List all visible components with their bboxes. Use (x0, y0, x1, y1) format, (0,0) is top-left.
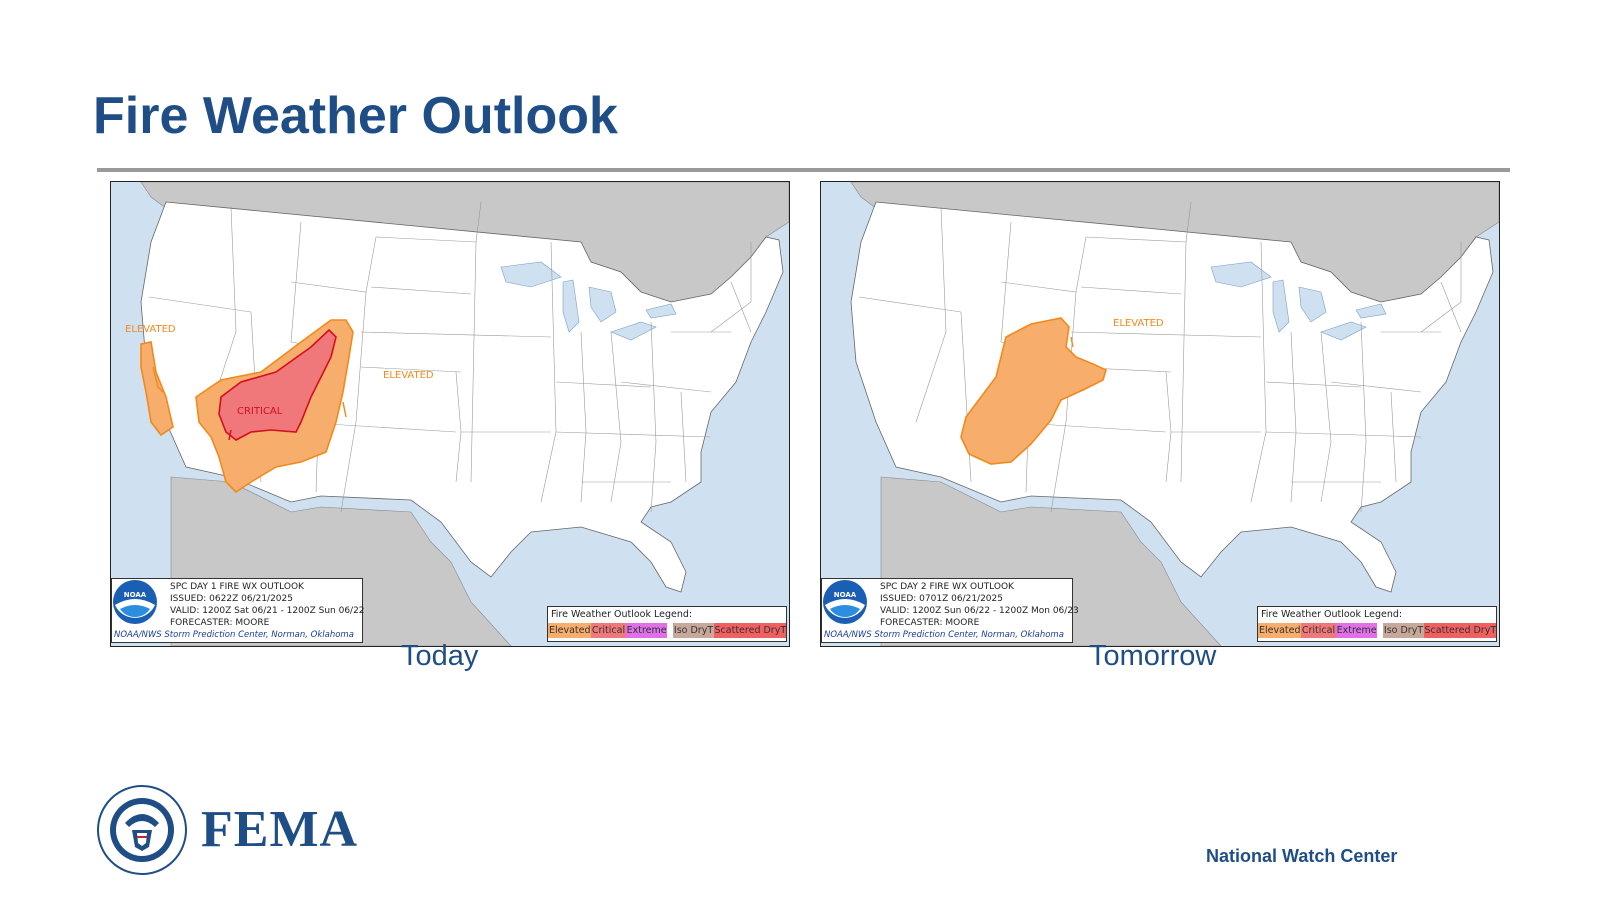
tomorrow-valid-time: VALID: 1200Z Sun 06/22 - 1200Z Mon 06/23 (880, 606, 1079, 616)
today-valid-time: VALID: 1200Z Sat 06/21 - 1200Z Sun 06/22 (170, 606, 365, 616)
footer-national-watch-center: National Watch Center (1206, 846, 1398, 866)
tomorrow-legend-title: Fire Weather Outlook Legend: (1261, 609, 1403, 620)
tomorrow-label-elevated: ELEVATED (1113, 318, 1164, 329)
today-fire-outlook-map: ELEVATED ELEVATED CRITICAL NOAA SPC DAY … (110, 181, 790, 647)
today-issued-time: ISSUED: 0622Z 06/21/2025 (170, 594, 293, 604)
svg-text:NOAA: NOAA (124, 591, 147, 599)
tomorrow-forecaster: FORECASTER: MOORE (880, 618, 980, 628)
today-forecaster: FORECASTER: MOORE (170, 618, 270, 628)
today-label-elevated-west: ELEVATED (125, 324, 176, 335)
today-legend: Fire Weather Outlook Legend: Elevated Cr… (547, 606, 787, 642)
tomorrow-issuance-box: NOAA SPC DAY 2 FIRE WX OUTLOOK ISSUED: 0… (821, 578, 1079, 643)
today-issuance-box: NOAA SPC DAY 1 FIRE WX OUTLOOK ISSUED: 0… (111, 578, 365, 643)
tomorrow-product-name: SPC DAY 2 FIRE WX OUTLOOK (880, 582, 1014, 592)
legend-scattered-dryt: Scattered DryT (713, 623, 787, 638)
tomorrow-credit: NOAA/NWS Storm Prediction Center, Norman… (824, 630, 1064, 640)
legend-spacer (666, 623, 673, 638)
today-label-critical: CRITICAL (237, 406, 283, 417)
slide-title: Fire Weather Outlook (93, 87, 618, 145)
dhs-seal-icon (97, 785, 187, 875)
noaa-logo-icon: NOAA (113, 580, 157, 624)
legend-critical: Critical (590, 623, 626, 638)
legend-elevated: Elevated (548, 623, 591, 638)
tomorrow-map-graphic: ELEVATED (850, 182, 1499, 646)
legend-iso-dryt: Iso DryT (672, 623, 714, 638)
svg-text:NOAA: NOAA (834, 591, 857, 599)
title-divider (97, 168, 1510, 172)
today-legend-title: Fire Weather Outlook Legend: (551, 609, 693, 620)
tomorrow-fire-outlook-map: ELEVATED NOAA SPC DAY 2 FIRE WX OUTLOOK … (820, 181, 1500, 647)
legend-extreme: Extreme (1335, 623, 1377, 638)
today-credit: NOAA/NWS Storm Prediction Center, Norman… (114, 630, 354, 640)
tomorrow-legend: Fire Weather Outlook Legend: Elevated Cr… (1257, 606, 1497, 642)
legend-spacer (1376, 623, 1383, 638)
legend-elevated: Elevated (1258, 623, 1301, 638)
legend-iso-dryt: Iso DryT (1382, 623, 1424, 638)
fema-logo-text: FEMA (201, 801, 359, 858)
legend-scattered-dryt: Scattered DryT (1423, 623, 1497, 638)
legend-critical: Critical (1300, 623, 1336, 638)
today-caption: Today (401, 640, 479, 672)
today-label-elevated-central: ELEVATED (383, 370, 434, 381)
tomorrow-caption: Tomorrow (1089, 640, 1217, 672)
tomorrow-issued-time: ISSUED: 0701Z 06/21/2025 (880, 594, 1003, 604)
today-map-graphic: ELEVATED ELEVATED CRITICAL (125, 182, 789, 646)
legend-extreme: Extreme (625, 623, 667, 638)
noaa-logo-icon: NOAA (823, 580, 867, 624)
today-product-name: SPC DAY 1 FIRE WX OUTLOOK (170, 582, 304, 592)
